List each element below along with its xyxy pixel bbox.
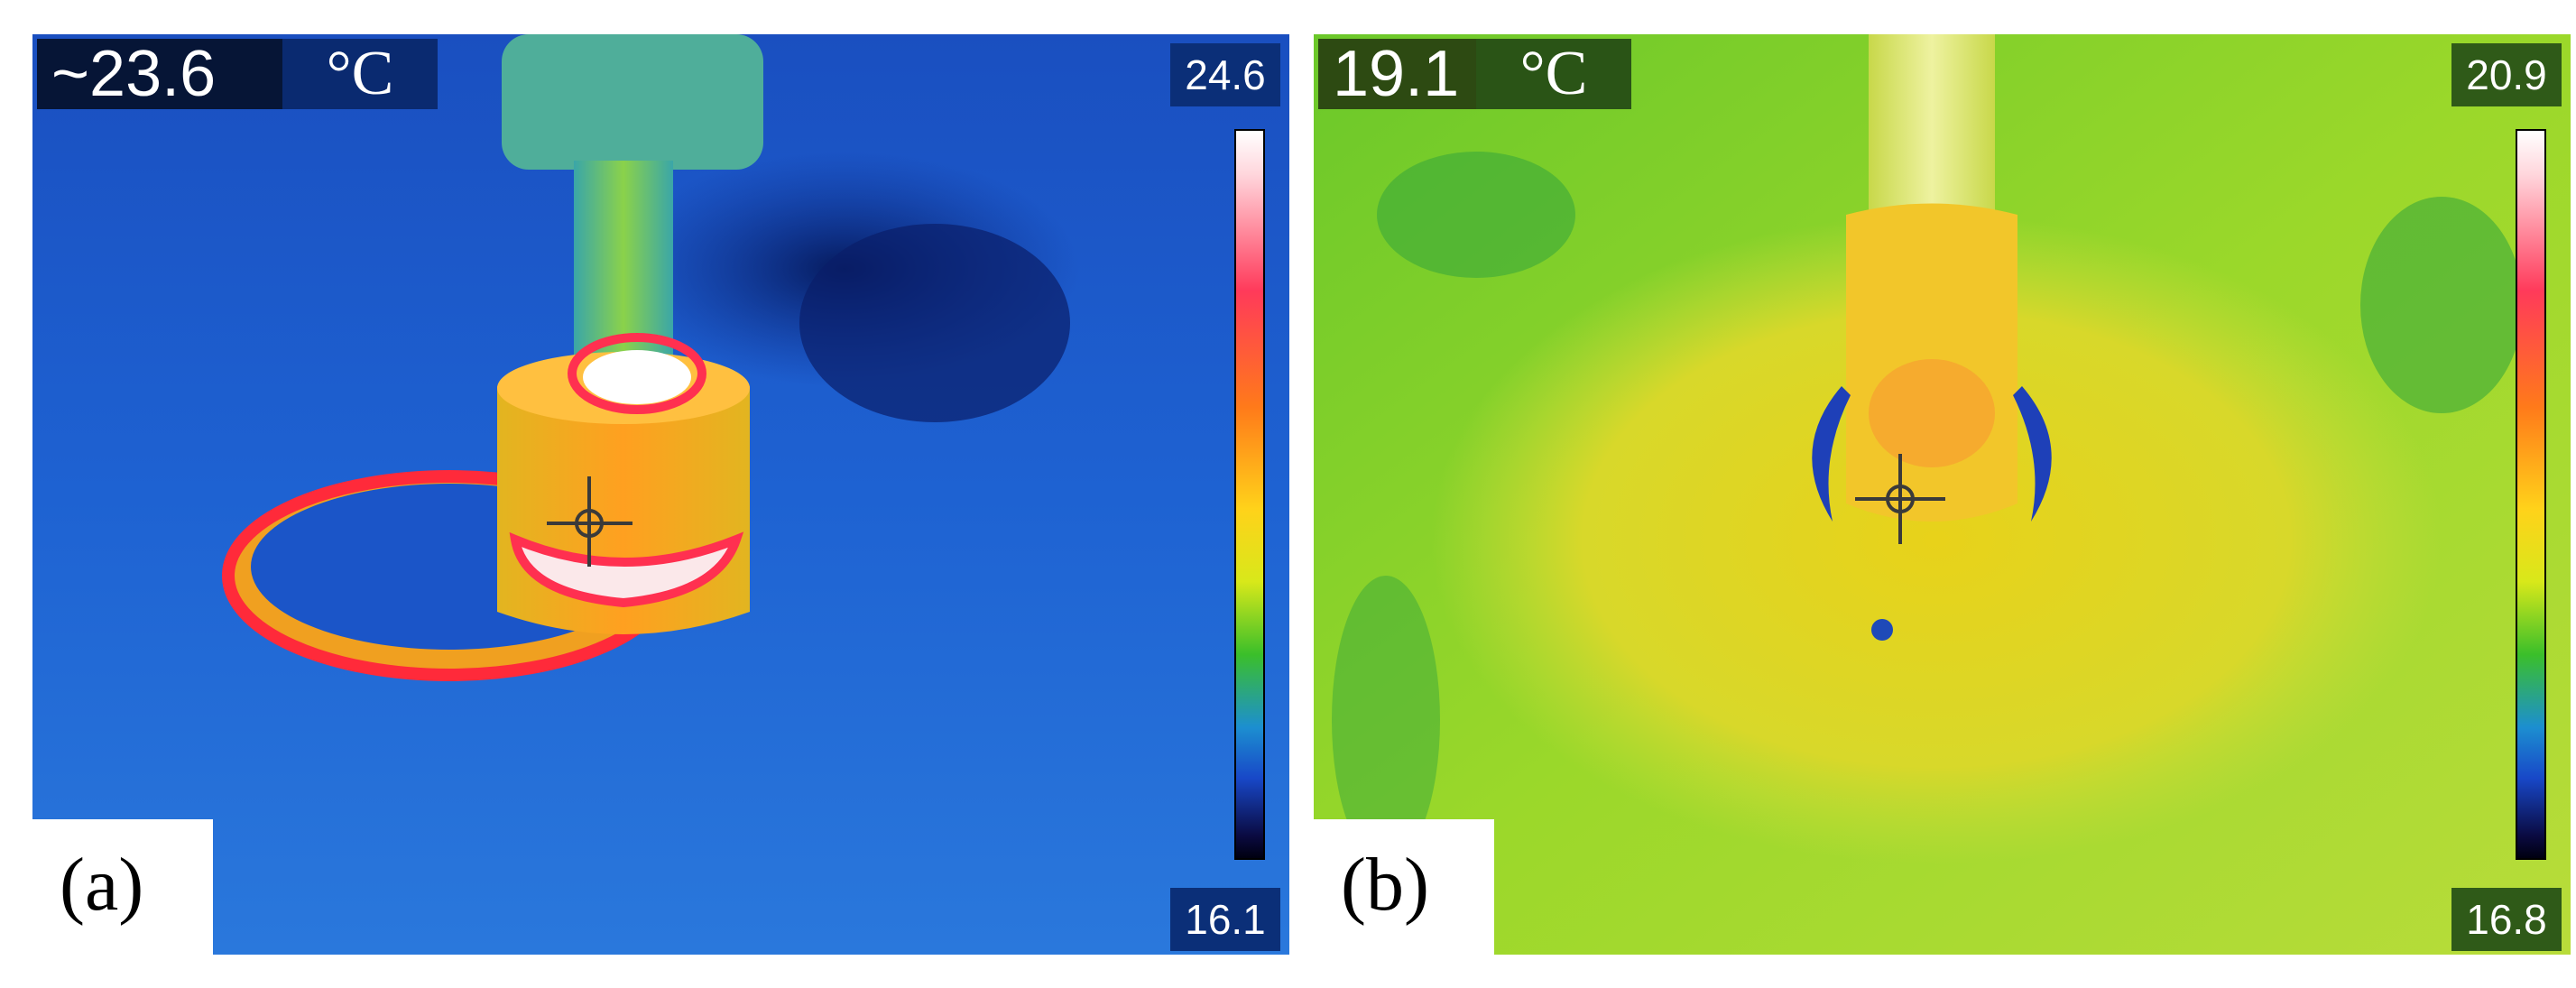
spindle-head [502,34,763,170]
cool-patch [1332,576,1440,864]
thermal-image-a: ~23.6 °C 24.6 16.1 (a) [32,34,1289,955]
temperature-unit: °C [1476,39,1631,109]
color-scale-bar [1234,129,1265,860]
hot-spot-top-rim [568,333,706,414]
cool-patch [1377,152,1575,278]
thermal-image-b: 19.1 °C 20.9 16.8 (b) [1314,34,2571,955]
color-scale-bar [2516,129,2546,860]
cool-patch [2360,197,2523,413]
warm-region [1431,215,2442,864]
spindle-shaft [574,161,673,368]
panel-label-box: (a) [32,819,213,955]
cold-crescent-right [2013,386,2052,522]
panel-label-box: (b) [1314,819,1494,955]
scale-max-value: 24.6 [1170,43,1280,106]
hot-spot-top [583,350,691,404]
warm-core [1869,359,1995,467]
temperature-unit: °C [282,39,438,109]
panel-label: (b) [1341,843,1429,927]
temperature-readout: ~23.6 [37,39,302,109]
cold-spot [1871,619,1893,641]
crosshair-icon [547,476,632,567]
thermal-scene-b [1314,34,2571,955]
hot-band [509,531,744,608]
crosshair-icon [1855,454,1945,544]
cold-crescent-left [1812,386,1851,522]
scale-max-value: 20.9 [2451,43,2562,106]
spindle-shaft [1869,34,1995,215]
dark-shadow-core [799,224,1070,422]
panel-label: (a) [60,843,144,927]
scale-min-value: 16.8 [2451,888,2562,951]
thermal-scene-a [32,34,1289,955]
temperature-readout: 19.1 [1318,39,1495,109]
scale-min-value: 16.1 [1170,888,1280,951]
